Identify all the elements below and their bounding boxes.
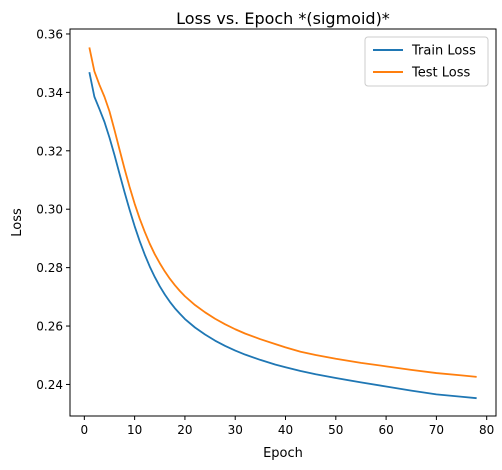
x-tick-label: 20 bbox=[177, 423, 192, 437]
series-layer bbox=[88, 47, 477, 400]
y-tick-label: 0.26 bbox=[36, 320, 63, 334]
y-axis-label: Loss bbox=[10, 208, 25, 237]
x-tick-label: 40 bbox=[278, 423, 293, 437]
series-line-test-loss bbox=[88, 47, 477, 378]
y-tick-label: 0.24 bbox=[36, 378, 63, 392]
legend: Train Loss Test Loss bbox=[364, 36, 489, 87]
y-tick-label: 0.32 bbox=[36, 144, 63, 158]
legend-label-test-loss: Test Loss bbox=[411, 66, 470, 81]
y-tick-label: 0.30 bbox=[36, 203, 63, 217]
series-line-train-loss bbox=[88, 72, 477, 400]
x-tick-label: 10 bbox=[127, 423, 142, 437]
x-tick-label: 80 bbox=[479, 423, 494, 437]
y-axis-ticks: 0.24 0.26 0.28 0.30 0.32 0.34 0.36 bbox=[36, 27, 70, 392]
y-tick-label: 0.28 bbox=[36, 261, 63, 275]
x-tick-label: 50 bbox=[328, 423, 343, 437]
x-tick-label: 30 bbox=[228, 423, 243, 437]
plot-frame bbox=[69, 28, 497, 417]
legend-label-train-loss: Train Loss bbox=[411, 44, 476, 59]
x-tick-label: 60 bbox=[378, 423, 393, 437]
y-tick-label: 0.34 bbox=[36, 86, 63, 100]
x-tick-label: 70 bbox=[429, 423, 444, 437]
x-axis-label: Epoch bbox=[263, 446, 303, 461]
y-tick-label: 0.36 bbox=[36, 27, 63, 41]
chart-title: Loss vs. Epoch *(sigmoid)* bbox=[176, 9, 390, 28]
x-axis-ticks: 0 10 20 30 40 50 60 70 80 bbox=[81, 416, 494, 437]
x-tick-label: 0 bbox=[81, 423, 89, 437]
